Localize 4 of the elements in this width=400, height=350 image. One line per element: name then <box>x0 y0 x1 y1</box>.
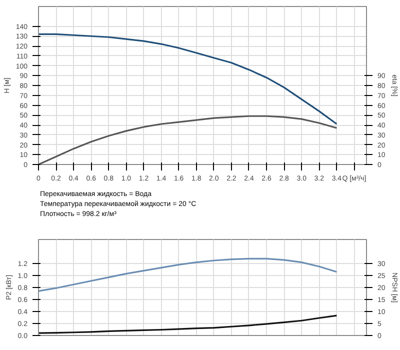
line-series <box>38 258 338 292</box>
line-series <box>38 115 338 164</box>
line-series <box>38 33 338 125</box>
line-series <box>38 314 338 334</box>
